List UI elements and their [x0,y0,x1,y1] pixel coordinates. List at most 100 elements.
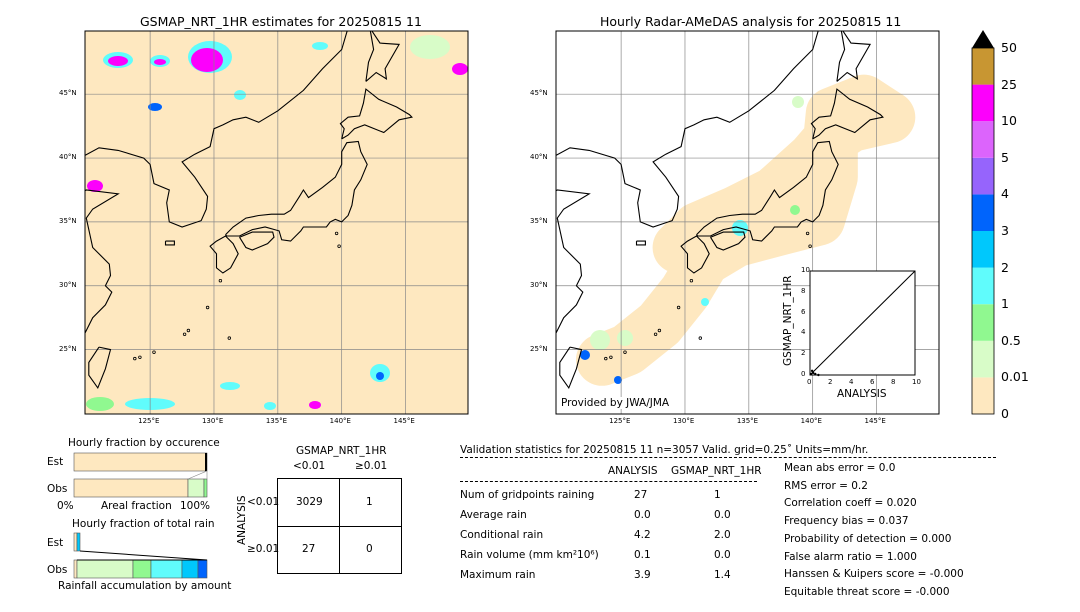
occ-obs-label: Obs [47,483,68,495]
colorbar-segment [972,121,994,158]
credit-text: Provided by JWA/JMA [561,397,670,409]
contingency-row-0: <0.01 [247,496,280,508]
colorbar-label: 3 [1001,223,1009,238]
coastline [164,240,175,246]
score-item: RMS error = 0.2 [784,479,868,492]
island [676,305,681,310]
island [689,279,694,283]
cell-hit-none: 3029 [296,496,323,508]
colorbar-segment [972,267,994,305]
lon-tick-label: 125°E [609,417,631,425]
scatter-x-tick: 2 [828,378,833,386]
island [698,336,702,340]
right-map-title: Hourly Radar-AMeDAS analysis for 2025081… [600,14,902,29]
score-item: Probability of detection = 0.000 [784,532,952,545]
stat-analysis: 0.0 [634,509,651,521]
coastline [85,31,348,228]
occ-x-left: 0% [57,500,74,512]
island [218,279,223,283]
contingency-title: GSMAP_NRT_1HR [296,445,387,457]
colorbar-segment [972,377,994,414]
scatter-x-tick: 0 [807,378,812,386]
rain-area [590,330,610,350]
left-map-title: GSMAP_NRT_1HR estimates for 20250815 11 [140,14,422,29]
lon-tick-label: 130°E [201,417,224,425]
stat-gsmap: 1 [714,489,721,501]
cell-hit: 0 [366,543,373,555]
occ-x-right: 100% [180,500,211,512]
lon-tick-label: 135°E [736,417,759,425]
scatter-y-tick: 10 [801,266,810,274]
rain-area [191,48,223,72]
rain-area [148,103,162,111]
lat-tick-label: 30°N [530,280,548,289]
island [227,336,231,340]
lat-tick-label: 25°N [530,344,548,353]
stat-gsmap: 1.4 [714,569,731,581]
island [186,328,191,333]
scatter-point [811,371,815,375]
rain-area [108,56,128,66]
divider [460,457,996,458]
island [657,328,662,333]
lat-tick-label: 35°N [530,216,548,225]
colorbar-label: 2 [1001,259,1009,275]
occ-obs-bar [187,478,205,498]
rain-area [790,205,800,215]
rain-area [86,397,114,411]
rain-area [312,42,328,50]
score-item: False alarm ratio = 1.000 [784,550,917,563]
colorbar-label: 5 [1001,149,1009,165]
lon-tick-label: 145°E [864,417,886,425]
stat-analysis: 3.9 [634,569,651,581]
rain-area [264,402,276,410]
colorbar-label: 25 [1001,76,1017,92]
scatter-point [817,373,820,377]
colorbar-segment [972,304,994,341]
island [604,356,608,361]
scatter-y-tick: 4 [801,328,806,337]
score-item: Hanssen & Kuipers score = -0.000 [784,568,964,581]
cell-false-alarm: 1 [366,496,373,508]
colorbar-label: 50 [1001,40,1017,55]
analysis-coverage-area [576,74,916,386]
scatter-y-tick: 2 [801,349,806,358]
contingency-col-1: ≥0.01 [355,460,388,472]
colorbar-extend-triangle [972,30,994,48]
stat-gsmap: 0.0 [714,509,731,521]
coastline [680,235,710,274]
coastline [710,231,746,251]
coastline [339,88,413,140]
gsmap-map [84,30,469,415]
map-frame [84,30,469,415]
coastline [559,346,583,390]
lon-tick-label: 130°E [672,417,695,425]
island [205,305,210,310]
coastline [696,140,839,242]
colorbar-label: 4 [1001,186,1009,202]
colorbar-segment [972,84,994,122]
lat-tick-label: 25°N [59,344,77,353]
rain-obs-label: Obs [47,564,68,576]
lon-tick-label: 135°E [265,417,288,425]
rain-obs-bar [181,559,199,579]
col-analysis: ANALYSIS [608,465,658,477]
rain-area [452,63,468,75]
island [133,356,137,361]
coastline [239,231,275,251]
occ-est-bar [73,452,208,472]
scatter-y-tick: 0 [801,370,806,378]
stat-label: Average rain [460,509,527,521]
rain-obs-bar [150,559,183,579]
coastline [556,31,819,228]
col-gsmap: GSMAP_NRT_1HR [671,465,762,477]
coastline [225,140,368,242]
coastline [88,346,112,390]
coastline [85,189,120,335]
colorbar-label: 0 [1001,406,1009,421]
stat-analysis: 0.1 [634,549,651,561]
stat-label: Num of gridpoints raining [460,489,595,501]
colorbar-segment [972,157,994,195]
scatter-diagonal-line [809,270,916,376]
